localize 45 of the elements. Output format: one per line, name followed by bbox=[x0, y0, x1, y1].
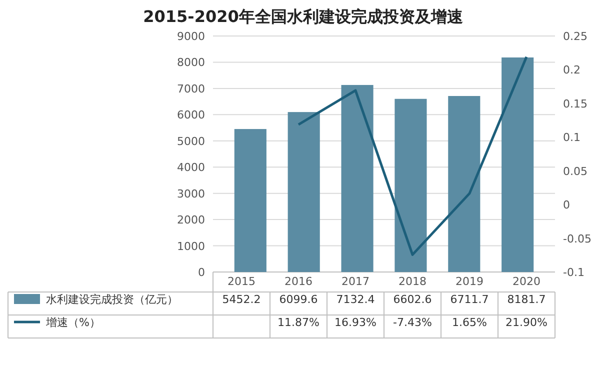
y-tick-label: 3000 bbox=[177, 187, 205, 200]
data-label: 1.65% bbox=[452, 316, 487, 329]
data-label: 6711.7 bbox=[450, 293, 489, 306]
data-label: 6099.6 bbox=[279, 293, 318, 306]
line-series bbox=[297, 56, 528, 256]
x-tick-label: 2015 bbox=[228, 275, 256, 288]
data-label: 8181.7 bbox=[507, 293, 546, 306]
y-tick-label: 6000 bbox=[177, 108, 205, 122]
y2-tick-label: -0.05 bbox=[563, 232, 592, 246]
y-tick-label: 8000 bbox=[177, 56, 205, 70]
bar bbox=[341, 84, 374, 272]
data-label: -7.43% bbox=[393, 316, 432, 329]
x-tick-label: 2016 bbox=[284, 275, 312, 288]
y-tick-label: 5000 bbox=[177, 134, 205, 148]
y-tick-label: 0 bbox=[198, 266, 205, 279]
y2-tick-label: 0.25 bbox=[563, 30, 588, 43]
chart-title: 2015-2020年全国水利建设完成投资及增速 bbox=[143, 7, 464, 26]
y-tick-label: 9000 bbox=[177, 30, 205, 43]
x-tick-label: 2019 bbox=[456, 275, 484, 288]
y-tick-label: 2000 bbox=[177, 214, 205, 227]
x-tick-label: 2020 bbox=[512, 275, 540, 288]
bar bbox=[448, 96, 480, 272]
y-tick-label: 1000 bbox=[177, 240, 205, 253]
y2-tick-label: 0.2 bbox=[563, 64, 580, 77]
y-tick-label: 7000 bbox=[177, 82, 205, 96]
y2-tick-label: -0.1 bbox=[563, 266, 584, 279]
y2-tick-label: 0.05 bbox=[563, 164, 588, 178]
data-label: 5452.2 bbox=[222, 293, 261, 306]
data-label: 16.93% bbox=[334, 316, 376, 329]
y-tick-label: 4000 bbox=[177, 161, 205, 174]
data-label: 11.87% bbox=[278, 316, 320, 329]
data-label: 7132.4 bbox=[336, 293, 375, 306]
bar bbox=[394, 98, 427, 272]
y2-tick-label: 0.15 bbox=[563, 97, 588, 110]
x-tick-label: 2017 bbox=[342, 275, 370, 288]
x-tick-label: 2018 bbox=[398, 275, 426, 288]
legend-label: 水利建设完成投资（亿元） bbox=[46, 293, 178, 306]
legend-label: 增速（%） bbox=[45, 316, 100, 329]
y2-tick-label: 0 bbox=[563, 198, 570, 212]
data-label: 21.90% bbox=[506, 316, 548, 329]
bar bbox=[288, 112, 320, 272]
bar bbox=[234, 129, 266, 272]
data-label: 6602.6 bbox=[393, 293, 432, 306]
bar bbox=[502, 57, 534, 272]
y2-tick-label: 0.1 bbox=[563, 131, 580, 144]
